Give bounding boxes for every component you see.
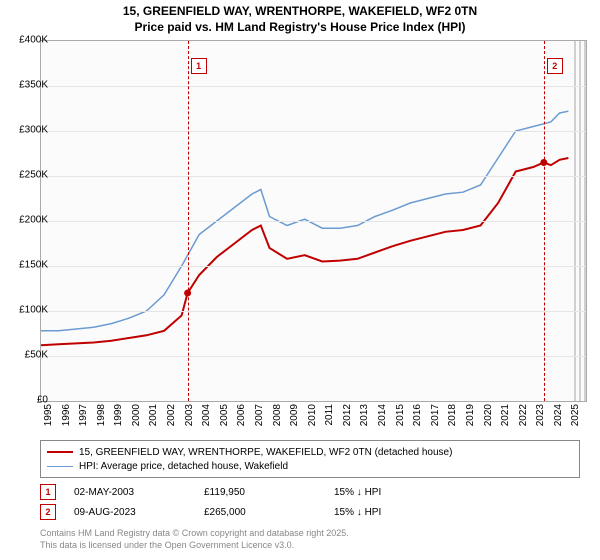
sale-delta: 15% ↓ HPI <box>334 507 464 518</box>
y-axis-label: £150K <box>8 260 48 271</box>
sale-price: £265,000 <box>204 507 334 518</box>
gridline <box>41 356 586 357</box>
footer-copyright: Contains HM Land Registry data © Crown c… <box>40 528 349 538</box>
x-axis-label: 2025 <box>570 404 581 426</box>
chart-area <box>40 40 587 402</box>
title-block: 15, GREENFIELD WAY, WRENTHORPE, WAKEFIEL… <box>0 0 600 35</box>
x-axis-label: 1999 <box>113 404 124 426</box>
x-axis-label: 2019 <box>465 404 476 426</box>
x-axis-label: 2001 <box>148 404 159 426</box>
sale-row: 2 09-AUG-2023 £265,000 15% ↓ HPI <box>40 504 580 520</box>
x-axis-label: 2010 <box>307 404 318 426</box>
gridline <box>41 266 586 267</box>
x-axis-label: 2005 <box>219 404 230 426</box>
x-axis-label: 2017 <box>430 404 441 426</box>
chart-container: 15, GREENFIELD WAY, WRENTHORPE, WAKEFIEL… <box>0 0 600 560</box>
x-axis-label: 1997 <box>78 404 89 426</box>
y-axis-label: £200K <box>8 215 48 226</box>
gridline <box>41 311 586 312</box>
x-axis-label: 2014 <box>377 404 388 426</box>
legend-label: HPI: Average price, detached house, Wake… <box>79 461 288 472</box>
sale-delta: 15% ↓ HPI <box>334 487 464 498</box>
x-axis-label: 2002 <box>166 404 177 426</box>
x-axis-label: 2024 <box>553 404 564 426</box>
y-axis-label: £350K <box>8 80 48 91</box>
title-subtitle: Price paid vs. HM Land Registry's House … <box>0 20 600 36</box>
x-axis-label: 2009 <box>289 404 300 426</box>
x-axis-label: 2021 <box>500 404 511 426</box>
x-axis-label: 2022 <box>518 404 529 426</box>
gridline <box>41 131 586 132</box>
event-badge: 1 <box>191 58 207 74</box>
x-axis-label: 2016 <box>412 404 423 426</box>
legend-label: 15, GREENFIELD WAY, WRENTHORPE, WAKEFIEL… <box>79 447 452 458</box>
y-axis-label: £100K <box>8 305 48 316</box>
x-axis-label: 2015 <box>395 404 406 426</box>
x-axis-label: 1996 <box>61 404 72 426</box>
gridline <box>41 221 586 222</box>
event-line <box>544 41 545 401</box>
gridline <box>41 176 586 177</box>
x-axis-label: 1995 <box>43 404 54 426</box>
legend-swatch <box>47 451 73 453</box>
event-line <box>188 41 189 401</box>
sale-date: 02-MAY-2003 <box>74 487 204 498</box>
footer-licence: This data is licensed under the Open Gov… <box>40 540 294 550</box>
title-address: 15, GREENFIELD WAY, WRENTHORPE, WAKEFIEL… <box>0 4 600 20</box>
x-axis-label: 2020 <box>483 404 494 426</box>
x-axis-label: 2012 <box>342 404 353 426</box>
x-axis-label: 2011 <box>324 404 335 426</box>
x-axis-label: 2023 <box>535 404 546 426</box>
legend-item: HPI: Average price, detached house, Wake… <box>47 459 573 473</box>
x-axis-label: 2007 <box>254 404 265 426</box>
x-axis-label: 2013 <box>359 404 370 426</box>
series-price_paid <box>41 158 568 345</box>
sale-row: 1 02-MAY-2003 £119,950 15% ↓ HPI <box>40 484 580 500</box>
event-badge: 2 <box>547 58 563 74</box>
y-axis-label: £0 <box>8 395 48 406</box>
gridline <box>41 86 586 87</box>
x-axis-label: 2018 <box>447 404 458 426</box>
y-axis-label: £400K <box>8 35 48 46</box>
legend-item: 15, GREENFIELD WAY, WRENTHORPE, WAKEFIEL… <box>47 445 573 459</box>
x-axis-label: 2004 <box>201 404 212 426</box>
legend-swatch <box>47 466 73 467</box>
x-axis-label: 2006 <box>236 404 247 426</box>
x-axis-label: 2003 <box>184 404 195 426</box>
y-axis-label: £250K <box>8 170 48 181</box>
legend: 15, GREENFIELD WAY, WRENTHORPE, WAKEFIEL… <box>40 440 580 478</box>
sale-badge: 1 <box>40 484 56 500</box>
x-axis-label: 2000 <box>131 404 142 426</box>
x-axis-label: 2008 <box>272 404 283 426</box>
y-axis-label: £300K <box>8 125 48 136</box>
sale-price: £119,950 <box>204 487 334 498</box>
x-axis-label: 1998 <box>96 404 107 426</box>
y-axis-label: £50K <box>8 350 48 361</box>
sale-badge: 2 <box>40 504 56 520</box>
sale-date: 09-AUG-2023 <box>74 507 204 518</box>
